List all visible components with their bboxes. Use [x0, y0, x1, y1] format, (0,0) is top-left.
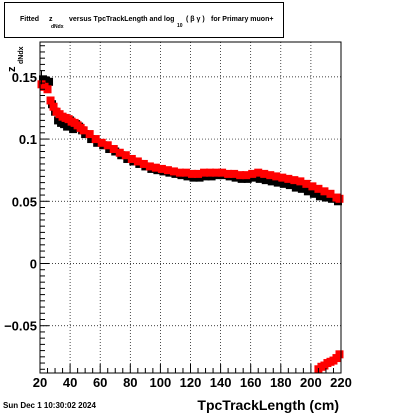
- x-tick-label: 40: [63, 375, 77, 390]
- data-point-red: [181, 168, 190, 177]
- title-z: z: [49, 16, 53, 23]
- data-point-red: [109, 145, 118, 154]
- chart-title-box: Fitted z dNdx versus TpcTrackLength and …: [4, 2, 284, 38]
- y-tick-label: 0.05: [12, 194, 37, 209]
- data-point-red: [335, 350, 344, 359]
- data-point-black: [291, 183, 300, 192]
- x-tick-label: 180: [270, 375, 292, 390]
- title-z-subscript: dNdx: [51, 24, 64, 30]
- x-tick-label: 220: [330, 375, 352, 390]
- x-tick-label: 200: [300, 375, 322, 390]
- data-point-red: [248, 169, 257, 178]
- data-point-red: [236, 171, 245, 180]
- title-suffix: for Primary muon+: [211, 16, 274, 23]
- data-point-red: [115, 148, 124, 157]
- data-point-red: [296, 177, 305, 186]
- data-point-black: [321, 193, 330, 202]
- data-point-black: [309, 189, 318, 198]
- data-point-red: [272, 172, 281, 181]
- data-point-red: [308, 182, 317, 191]
- data-point-red: [266, 171, 275, 180]
- data-point-red: [175, 168, 184, 177]
- data-points: [37, 70, 344, 374]
- data-point-red: [224, 169, 233, 178]
- data-point-black: [315, 192, 324, 201]
- title-beta-gamma: ( β γ ): [186, 16, 205, 23]
- data-point-red: [200, 168, 209, 177]
- data-point-red: [151, 163, 160, 172]
- data-point-red: [133, 157, 142, 166]
- data-point-red: [212, 168, 221, 177]
- title-middle: versus TpcTrackLength and log: [69, 16, 175, 23]
- y-tick-label: 0.15: [12, 70, 37, 85]
- x-tick-label: 100: [150, 375, 172, 390]
- data-point-red: [284, 174, 293, 183]
- x-tick-label: 60: [93, 375, 107, 390]
- x-tick-label: 120: [180, 375, 202, 390]
- data-point-red: [242, 171, 251, 180]
- data-point-red: [46, 96, 55, 105]
- x-tick-label: 160: [240, 375, 262, 390]
- data-point-red: [314, 184, 323, 193]
- data-point-red: [206, 168, 215, 177]
- data-point-black: [63, 122, 72, 131]
- data-point-red: [103, 141, 112, 150]
- timestamp-footer: Sun Dec 1 10:30:02 2024: [3, 401, 96, 410]
- data-point-black: [267, 177, 276, 186]
- data-point-red: [230, 169, 239, 178]
- data-point-red: [145, 162, 154, 171]
- x-tick-label: 20: [33, 375, 47, 390]
- data-point-black: [279, 179, 288, 188]
- y-tick-label: −0.05: [4, 319, 37, 334]
- data-point-red: [188, 169, 197, 178]
- data-point-red: [254, 168, 263, 177]
- data-point-red: [278, 173, 287, 182]
- x-tick-label: 80: [123, 375, 137, 390]
- data-point-red: [85, 130, 94, 139]
- data-point-black: [285, 181, 294, 190]
- y-tick-label: 0: [30, 256, 37, 271]
- data-point-red: [139, 159, 148, 168]
- data-point-black: [303, 187, 312, 196]
- data-point-red: [302, 179, 311, 188]
- data-point-red: [91, 135, 100, 144]
- data-point-red: [79, 126, 88, 135]
- y-axis-title-subscript: dNdx: [18, 46, 25, 64]
- data-point-red: [326, 189, 335, 198]
- data-point-black: [273, 178, 282, 187]
- data-point-black: [69, 125, 78, 134]
- data-point-red: [194, 169, 203, 178]
- grid-lines: [40, 42, 341, 373]
- data-point-red: [335, 194, 344, 203]
- data-point-black: [327, 194, 336, 203]
- axes: 20 40 60 80 100 120 140 160 180 200 220 −0.05 0 0.05 0…: [4, 45, 352, 413]
- y-axis-title: z: [6, 66, 18, 72]
- data-point-red: [169, 167, 178, 176]
- data-point-black: [87, 135, 96, 144]
- x-tick-label: 140: [210, 375, 232, 390]
- y-tick-label: 0.1: [19, 132, 37, 147]
- title-prefix: Fitted: [20, 16, 40, 23]
- data-point-black: [261, 176, 270, 185]
- data-point-red: [97, 138, 106, 147]
- data-point-red: [49, 102, 58, 111]
- data-point-red: [43, 85, 52, 94]
- data-point-red: [320, 187, 329, 196]
- data-point-red: [121, 151, 130, 160]
- title-log-subscript: 10: [177, 23, 183, 29]
- data-point-black: [45, 77, 54, 86]
- data-point-red: [163, 166, 172, 175]
- data-point-red: [127, 154, 136, 163]
- data-point-red: [260, 169, 269, 178]
- x-axis-title: TpcTrackLength (cm): [197, 397, 339, 413]
- data-point-red: [157, 164, 166, 173]
- data-point-black: [297, 184, 306, 193]
- data-point-red: [290, 176, 299, 185]
- data-point-red: [218, 168, 227, 177]
- data-point-black: [255, 174, 264, 183]
